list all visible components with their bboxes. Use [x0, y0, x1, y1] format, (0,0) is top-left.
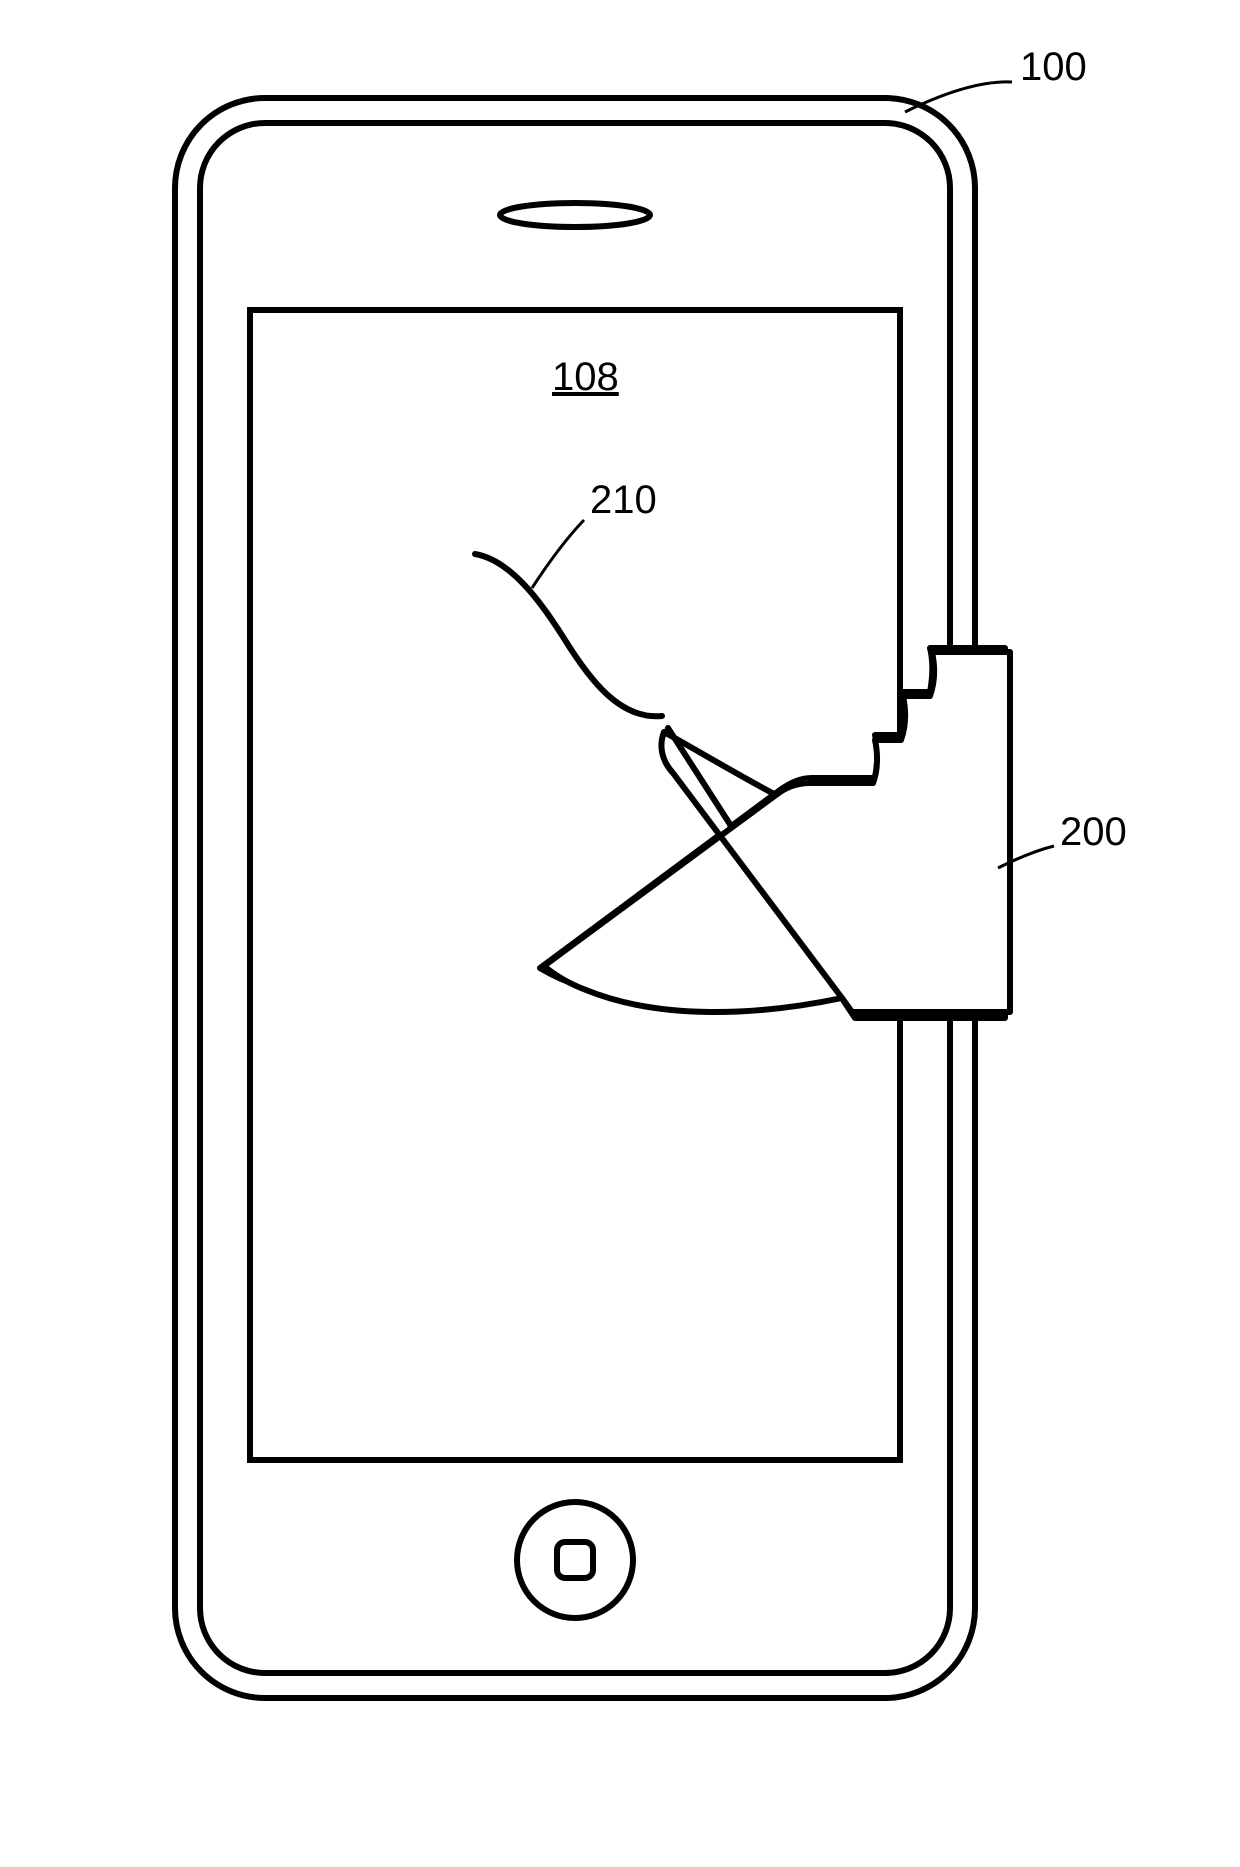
gesture-trace	[475, 554, 662, 716]
hand-icon	[544, 652, 1010, 1012]
home-button-inner	[557, 1542, 593, 1578]
label-gesture: 210	[590, 478, 657, 523]
label-screen: 108	[552, 355, 619, 400]
label-device: 100	[1020, 45, 1087, 90]
leader-gesture	[532, 520, 584, 588]
speaker-icon	[500, 203, 650, 227]
home-button-outer	[517, 1502, 633, 1618]
patent-figure	[0, 0, 1240, 1867]
label-hand: 200	[1060, 810, 1127, 855]
